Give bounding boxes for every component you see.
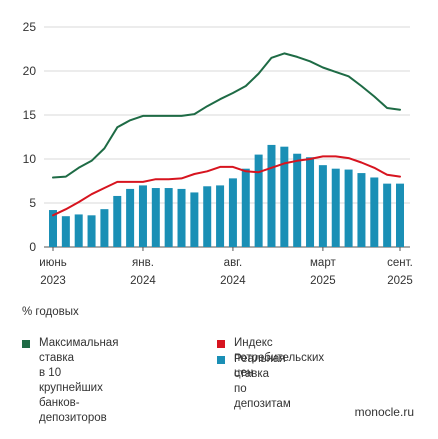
bar xyxy=(61,216,70,247)
bar xyxy=(383,183,392,247)
x-tick-month: сент. xyxy=(387,257,413,269)
bar xyxy=(228,178,237,247)
bar xyxy=(74,214,83,247)
bar xyxy=(396,183,404,247)
x-tick-year: 2024 xyxy=(220,275,246,287)
legend-swatch-real-rate xyxy=(217,356,225,364)
y-tick-label: 10 xyxy=(23,152,37,166)
unit-label: % годовых xyxy=(22,306,79,318)
bar xyxy=(318,165,327,247)
line-max-rate xyxy=(52,52,401,179)
legend-label-max-rate: Максимальная ставка в 10 крупнейших банк… xyxy=(39,337,119,424)
bar xyxy=(151,188,160,247)
legend-item-real-rate: Реальная ставка по депозитам xyxy=(217,352,291,412)
bar xyxy=(138,185,147,247)
bar xyxy=(293,153,302,247)
y-tick-label: 0 xyxy=(29,240,36,254)
y-tick-label: 20 xyxy=(23,64,37,78)
legend-item-max-rate: Максимальная ставка в 10 крупнейших банк… xyxy=(22,336,118,426)
bar xyxy=(113,195,122,247)
bar xyxy=(49,210,57,247)
bar xyxy=(306,157,315,247)
y-axis: 0 5 10 15 20 25 xyxy=(23,20,37,254)
x-tick-year: 2025 xyxy=(387,275,413,287)
bar xyxy=(280,146,289,247)
x-tick-year: 2023 xyxy=(40,275,66,287)
bar xyxy=(216,185,225,247)
bar xyxy=(241,168,250,247)
x-tick-month: март xyxy=(310,257,336,269)
legend-label-cpi: Индекс потребительских цен xyxy=(234,337,325,379)
source-label: monocle.ru xyxy=(354,405,414,419)
bar xyxy=(190,192,199,247)
bar xyxy=(357,173,366,247)
bar xyxy=(267,144,276,247)
line-series xyxy=(52,52,401,217)
bar xyxy=(126,188,135,247)
bar xyxy=(87,215,96,247)
x-tick-year: 2024 xyxy=(130,275,156,287)
bar xyxy=(370,177,379,247)
line-cpi xyxy=(52,155,401,217)
x-tick-month: июнь xyxy=(39,257,66,269)
bar xyxy=(177,188,186,247)
x-tick-month: янв. xyxy=(132,257,154,269)
bar xyxy=(254,154,263,247)
bar xyxy=(344,169,353,247)
grid xyxy=(44,26,410,248)
bar xyxy=(203,186,212,247)
legend-item-cpi: Индекс потребительских цен xyxy=(217,336,324,381)
legend-swatch-max-rate xyxy=(22,340,30,348)
bar xyxy=(331,168,340,247)
x-tick-year: 2025 xyxy=(310,275,336,287)
legend-label-real-rate: Реальная ставка по депозитам xyxy=(234,353,291,410)
y-tick-label: 25 xyxy=(23,20,37,34)
x-tick-month: авг. xyxy=(224,257,243,269)
bar xyxy=(164,188,173,247)
bar xyxy=(100,209,109,247)
y-tick-label: 5 xyxy=(29,196,36,210)
legend-swatch-cpi xyxy=(217,340,225,348)
bar-series xyxy=(49,144,404,247)
y-tick-label: 15 xyxy=(23,108,37,122)
x-axis: июнь 2023 янв. 2024 авг. 2024 март 2025 сент. 202… xyxy=(39,247,413,287)
